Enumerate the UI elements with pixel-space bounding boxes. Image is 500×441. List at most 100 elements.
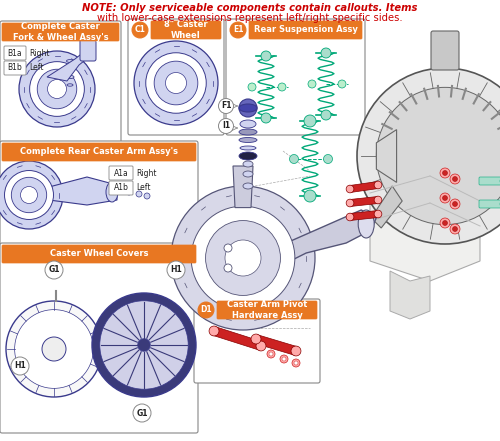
Polygon shape bbox=[286, 210, 376, 263]
Circle shape bbox=[248, 83, 256, 91]
Circle shape bbox=[304, 115, 316, 127]
FancyBboxPatch shape bbox=[128, 19, 224, 135]
Circle shape bbox=[37, 69, 77, 109]
Text: 8" Caster
Wheel: 8" Caster Wheel bbox=[164, 20, 208, 40]
Circle shape bbox=[357, 68, 500, 244]
Circle shape bbox=[251, 334, 261, 344]
Ellipse shape bbox=[358, 210, 374, 238]
Text: H1: H1 bbox=[14, 362, 26, 370]
Polygon shape bbox=[350, 197, 378, 206]
Circle shape bbox=[126, 189, 132, 195]
Circle shape bbox=[346, 199, 354, 207]
Circle shape bbox=[278, 83, 286, 91]
Ellipse shape bbox=[240, 146, 256, 150]
Circle shape bbox=[225, 240, 261, 276]
Polygon shape bbox=[376, 130, 396, 183]
Text: Right: Right bbox=[136, 168, 156, 177]
Text: E1: E1 bbox=[233, 26, 243, 34]
Circle shape bbox=[198, 302, 214, 318]
FancyBboxPatch shape bbox=[151, 21, 221, 39]
Circle shape bbox=[45, 261, 63, 279]
Circle shape bbox=[321, 48, 331, 58]
FancyBboxPatch shape bbox=[431, 31, 459, 70]
Circle shape bbox=[206, 220, 281, 295]
Text: G1: G1 bbox=[136, 408, 148, 418]
Polygon shape bbox=[233, 166, 253, 208]
Circle shape bbox=[136, 191, 142, 197]
Ellipse shape bbox=[67, 84, 73, 86]
FancyBboxPatch shape bbox=[0, 141, 198, 245]
Circle shape bbox=[0, 161, 63, 229]
FancyBboxPatch shape bbox=[2, 23, 119, 41]
Polygon shape bbox=[49, 177, 117, 205]
Text: Right: Right bbox=[29, 49, 50, 57]
Circle shape bbox=[224, 264, 232, 272]
Circle shape bbox=[450, 224, 460, 234]
Circle shape bbox=[19, 51, 95, 127]
Circle shape bbox=[374, 196, 382, 204]
FancyBboxPatch shape bbox=[4, 61, 26, 75]
Circle shape bbox=[30, 62, 84, 116]
FancyBboxPatch shape bbox=[479, 200, 500, 208]
Text: Left: Left bbox=[29, 64, 43, 72]
Text: A1a: A1a bbox=[114, 168, 128, 177]
Text: Rear Suspension Assy: Rear Suspension Assy bbox=[254, 26, 358, 34]
FancyBboxPatch shape bbox=[226, 19, 365, 135]
Text: A1b: A1b bbox=[114, 183, 128, 193]
Text: F1: F1 bbox=[221, 101, 231, 111]
Circle shape bbox=[292, 359, 300, 367]
FancyBboxPatch shape bbox=[0, 243, 198, 433]
Circle shape bbox=[134, 41, 218, 125]
Circle shape bbox=[267, 350, 275, 358]
Circle shape bbox=[324, 154, 332, 164]
Ellipse shape bbox=[240, 120, 256, 128]
Circle shape bbox=[132, 22, 148, 38]
Polygon shape bbox=[47, 51, 89, 81]
Circle shape bbox=[230, 22, 246, 38]
Circle shape bbox=[191, 206, 295, 310]
Circle shape bbox=[440, 218, 450, 228]
Circle shape bbox=[256, 341, 266, 351]
Ellipse shape bbox=[239, 104, 257, 112]
Text: Left: Left bbox=[136, 183, 150, 193]
Circle shape bbox=[224, 244, 232, 252]
Circle shape bbox=[14, 310, 94, 389]
Circle shape bbox=[100, 301, 188, 389]
Circle shape bbox=[144, 193, 150, 199]
Text: I1: I1 bbox=[222, 122, 230, 131]
Circle shape bbox=[376, 87, 500, 224]
Circle shape bbox=[321, 110, 331, 120]
Text: H1: H1 bbox=[170, 265, 182, 274]
Ellipse shape bbox=[66, 60, 73, 62]
Circle shape bbox=[4, 171, 54, 220]
Circle shape bbox=[218, 119, 234, 134]
Circle shape bbox=[133, 404, 151, 422]
Circle shape bbox=[239, 99, 257, 117]
FancyBboxPatch shape bbox=[217, 301, 317, 319]
Circle shape bbox=[291, 346, 301, 356]
Text: B1a: B1a bbox=[8, 49, 22, 57]
Polygon shape bbox=[390, 271, 430, 319]
Circle shape bbox=[452, 202, 458, 206]
Circle shape bbox=[269, 352, 273, 356]
Circle shape bbox=[48, 79, 66, 98]
Circle shape bbox=[374, 210, 382, 218]
Text: Caster Arm Pivot
Hardware Assy: Caster Arm Pivot Hardware Assy bbox=[227, 300, 307, 320]
Circle shape bbox=[282, 357, 286, 361]
Circle shape bbox=[92, 293, 196, 397]
Polygon shape bbox=[254, 335, 298, 355]
Circle shape bbox=[146, 53, 206, 113]
Circle shape bbox=[442, 220, 448, 225]
Ellipse shape bbox=[243, 171, 253, 177]
Text: B1b: B1b bbox=[8, 64, 22, 72]
Circle shape bbox=[171, 186, 315, 330]
Circle shape bbox=[209, 326, 219, 336]
Circle shape bbox=[374, 181, 382, 189]
Ellipse shape bbox=[66, 67, 73, 71]
Text: D1: D1 bbox=[200, 306, 212, 314]
FancyBboxPatch shape bbox=[2, 245, 196, 263]
FancyBboxPatch shape bbox=[109, 181, 133, 195]
Circle shape bbox=[452, 227, 458, 232]
FancyBboxPatch shape bbox=[479, 177, 500, 185]
Circle shape bbox=[442, 195, 448, 201]
